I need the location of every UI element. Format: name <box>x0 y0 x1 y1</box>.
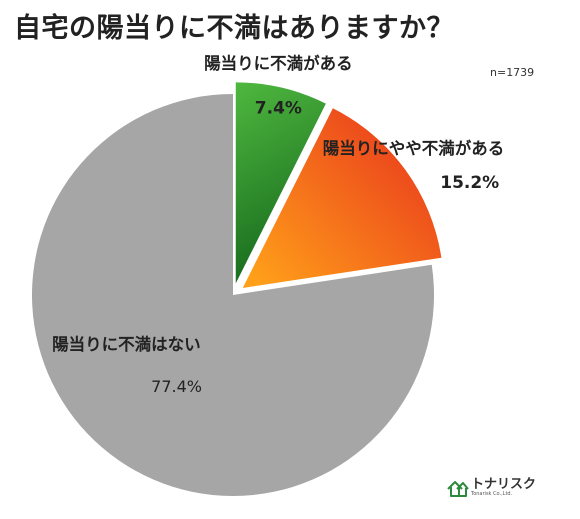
value-label-unsatisfied: 7.4% <box>255 98 302 118</box>
chart-title: 自宅の陽当りに不満はありますか？ <box>14 13 454 44</box>
category-label-somewhat-unsatisfied: 陽当りにやや不満がある <box>323 138 505 158</box>
slice-somewhat-unsatisfied <box>242 108 442 288</box>
slice-unsatisfied <box>235 82 326 284</box>
logo-name: トナリスク <box>471 477 537 492</box>
logo-subtitle: Tonarisk Co.,Ltd. <box>471 491 513 497</box>
value-label-satisfied: 77.4% <box>151 377 202 396</box>
brand-logo: トナリスク Tonarisk Co.,Ltd. <box>447 478 536 497</box>
category-label-unsatisfied: 陽当りに不満がある <box>204 53 353 73</box>
sample-size-note: n=1739 <box>490 66 535 79</box>
house-icon <box>447 480 469 497</box>
value-label-somewhat-unsatisfied: 15.2% <box>440 173 499 193</box>
slice-satisfied <box>32 94 435 496</box>
category-label-satisfied: 陽当りに不満はない <box>52 334 201 354</box>
